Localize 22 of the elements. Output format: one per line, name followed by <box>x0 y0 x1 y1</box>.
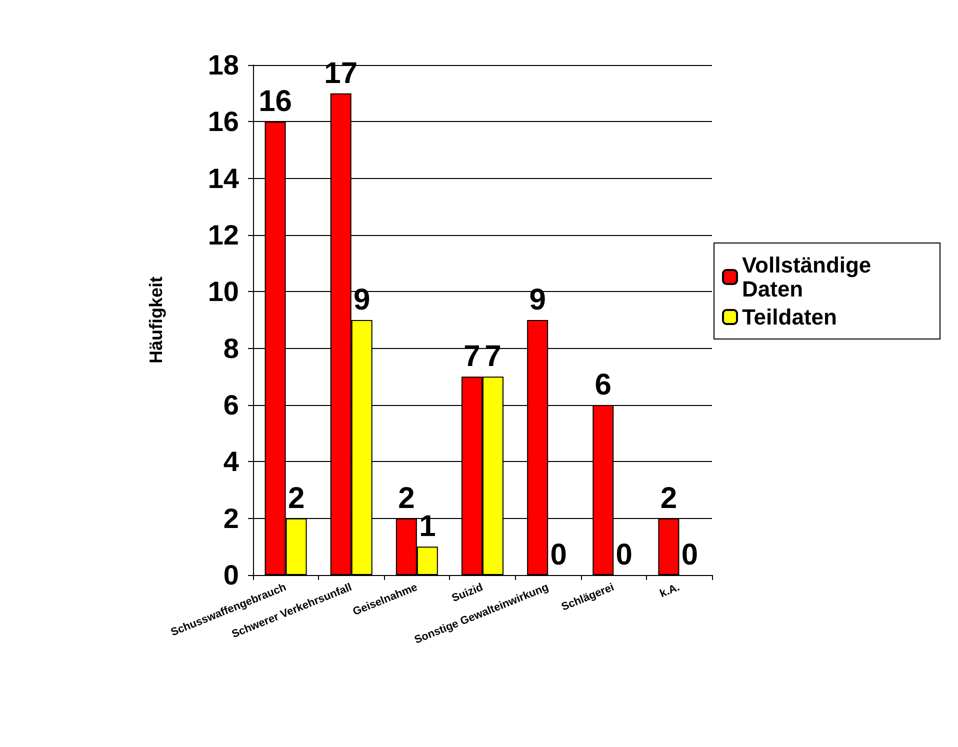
y-tick-label: 10 <box>208 276 239 308</box>
y-tick-label: 6 <box>223 390 239 420</box>
data-label: 0 <box>616 538 632 572</box>
y-tick-label: 12 <box>208 220 239 250</box>
data-label: 2 <box>660 482 678 515</box>
y-tick-label: 8 <box>223 332 239 364</box>
data-label: 0 <box>550 538 567 572</box>
y-tick-label: 16 <box>208 106 239 138</box>
legend-label: Teildaten <box>742 304 837 330</box>
y-tick-label: 2 <box>223 502 239 534</box>
y-tick-label: 4 <box>223 446 240 478</box>
x-tick-label: k.A. <box>658 581 682 600</box>
data-label: 16 <box>258 85 292 118</box>
y-axis-title: Häufigkeit <box>146 276 166 364</box>
data-label: 6 <box>594 368 612 402</box>
data-label: 0 <box>681 538 698 572</box>
y-tick-label: 18 <box>208 50 239 80</box>
y-tick-label: 14 <box>208 162 240 194</box>
data-label: 2 <box>288 482 305 515</box>
y-tick-label: 0 <box>223 560 239 590</box>
data-label: 2 <box>398 482 415 515</box>
legend-label: Vollständige Daten <box>742 252 878 302</box>
